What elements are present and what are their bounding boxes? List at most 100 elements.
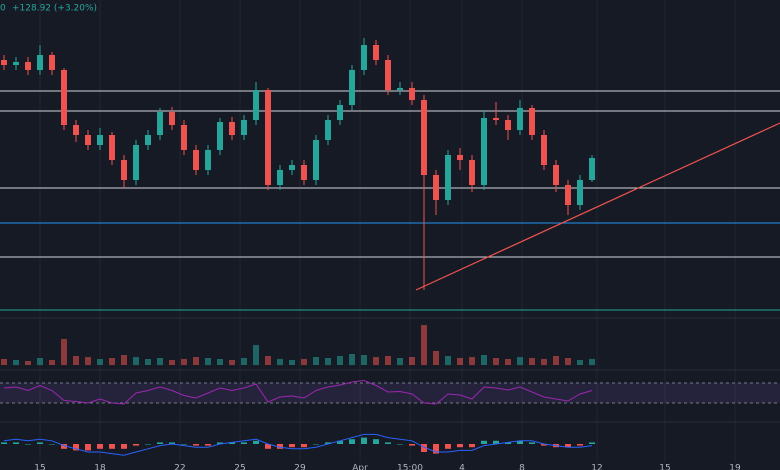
candle-body [468, 160, 475, 185]
volume-bar [552, 356, 559, 365]
candle-body [204, 150, 211, 170]
candle-body [192, 150, 199, 170]
macd-histogram-bar [264, 444, 271, 449]
volume-bar [72, 356, 79, 365]
volume-bar [120, 355, 127, 365]
x-tick-label: 15 [659, 464, 670, 470]
rsi-line [3, 379, 593, 405]
candle-body [588, 158, 595, 180]
macd-histogram-bar [48, 444, 55, 445]
macd-histogram-bar [156, 442, 163, 444]
volume-bar [228, 360, 235, 365]
macd-histogram-bar [288, 444, 295, 448]
candle-body [504, 120, 511, 130]
macd-histogram-bar [540, 444, 547, 446]
candle-body [168, 112, 175, 125]
macd-histogram-bar [0, 442, 7, 444]
x-tick-label: 8 [519, 464, 525, 470]
volume-bar [96, 359, 103, 365]
volume-bar [576, 360, 583, 365]
candle-body [96, 135, 103, 145]
volume-bar [48, 360, 55, 365]
volume-bar [288, 360, 295, 365]
macd-histogram-bar [420, 444, 427, 452]
macd-histogram-bar [504, 442, 511, 444]
macd-histogram-bar [240, 442, 247, 444]
x-tick-label: 29 [294, 464, 306, 470]
volume-bar [444, 356, 451, 365]
candle-body [456, 155, 463, 160]
candle-body [552, 165, 559, 185]
candle-body [336, 105, 343, 120]
volume-bar [144, 359, 151, 365]
volume-bar [468, 357, 475, 365]
volume-bar [216, 359, 223, 365]
candle-body [516, 108, 523, 130]
candle-body [432, 175, 439, 200]
macd-histogram-bar [336, 440, 343, 444]
volume-bar [420, 325, 427, 365]
candle-body [264, 90, 271, 185]
macd-histogram-bar [444, 444, 451, 449]
volume-bar [168, 360, 175, 365]
volume-bar [84, 357, 91, 365]
macd-histogram-bar [252, 440, 259, 444]
candle-body [528, 108, 535, 135]
macd-histogram-bar [360, 437, 367, 444]
x-tick-label: 15:00 [397, 464, 423, 470]
candle-body [312, 140, 319, 180]
volume-bar [312, 357, 319, 365]
candle-body [180, 125, 187, 150]
macd-histogram-bar [492, 440, 499, 444]
candle-body [60, 70, 67, 125]
macd-histogram-bar [180, 444, 187, 445]
macd-histogram-bar [96, 444, 103, 449]
candle-body [108, 135, 115, 160]
volume-bar [276, 359, 283, 365]
rsi-band [0, 383, 780, 403]
volume-bar [432, 351, 439, 365]
volume-bar [204, 358, 211, 365]
macd-histogram-bar [120, 444, 127, 449]
candle-body [396, 88, 403, 90]
candle-body [84, 135, 91, 145]
x-tick-label: 12 [591, 464, 602, 470]
volume-bar [324, 358, 331, 365]
macd-histogram-bar [228, 442, 235, 444]
candle-body [132, 145, 139, 180]
volume-bar [528, 358, 535, 365]
candle-body [72, 125, 79, 135]
candle-body [288, 165, 295, 170]
macd-histogram-bar [576, 444, 583, 446]
volume-bar [396, 358, 403, 365]
header-value: 0 [0, 4, 6, 14]
volume-bar [492, 358, 499, 365]
volume-bar [252, 345, 259, 365]
x-tick-label: Apr [352, 464, 368, 470]
header-change: +128.92 (+3.20%) [12, 4, 97, 14]
macd-histogram-bar [36, 442, 43, 444]
candle-body [480, 118, 487, 185]
volume-bar [360, 355, 367, 365]
candle-body [240, 120, 247, 135]
candle-body [372, 45, 379, 60]
volume-bar [192, 357, 199, 365]
volume-bar [336, 356, 343, 365]
macd-histogram-bar [192, 444, 199, 446]
x-tick-label: 19 [729, 464, 741, 470]
candle-body [564, 185, 571, 205]
candle-body [156, 112, 163, 135]
volume-bar [132, 357, 139, 365]
macd-histogram-bar [588, 442, 595, 444]
volume-bar [504, 359, 511, 365]
candle-body [144, 135, 151, 145]
candle-body [36, 55, 43, 70]
macd-histogram-bar [144, 444, 151, 445]
volume-bar [456, 358, 463, 365]
macd-histogram-bar [168, 442, 175, 444]
volume-bar [24, 361, 31, 365]
macd-histogram-bar [276, 444, 283, 449]
candle-body [324, 120, 331, 140]
x-tick-label: 25 [234, 464, 245, 470]
